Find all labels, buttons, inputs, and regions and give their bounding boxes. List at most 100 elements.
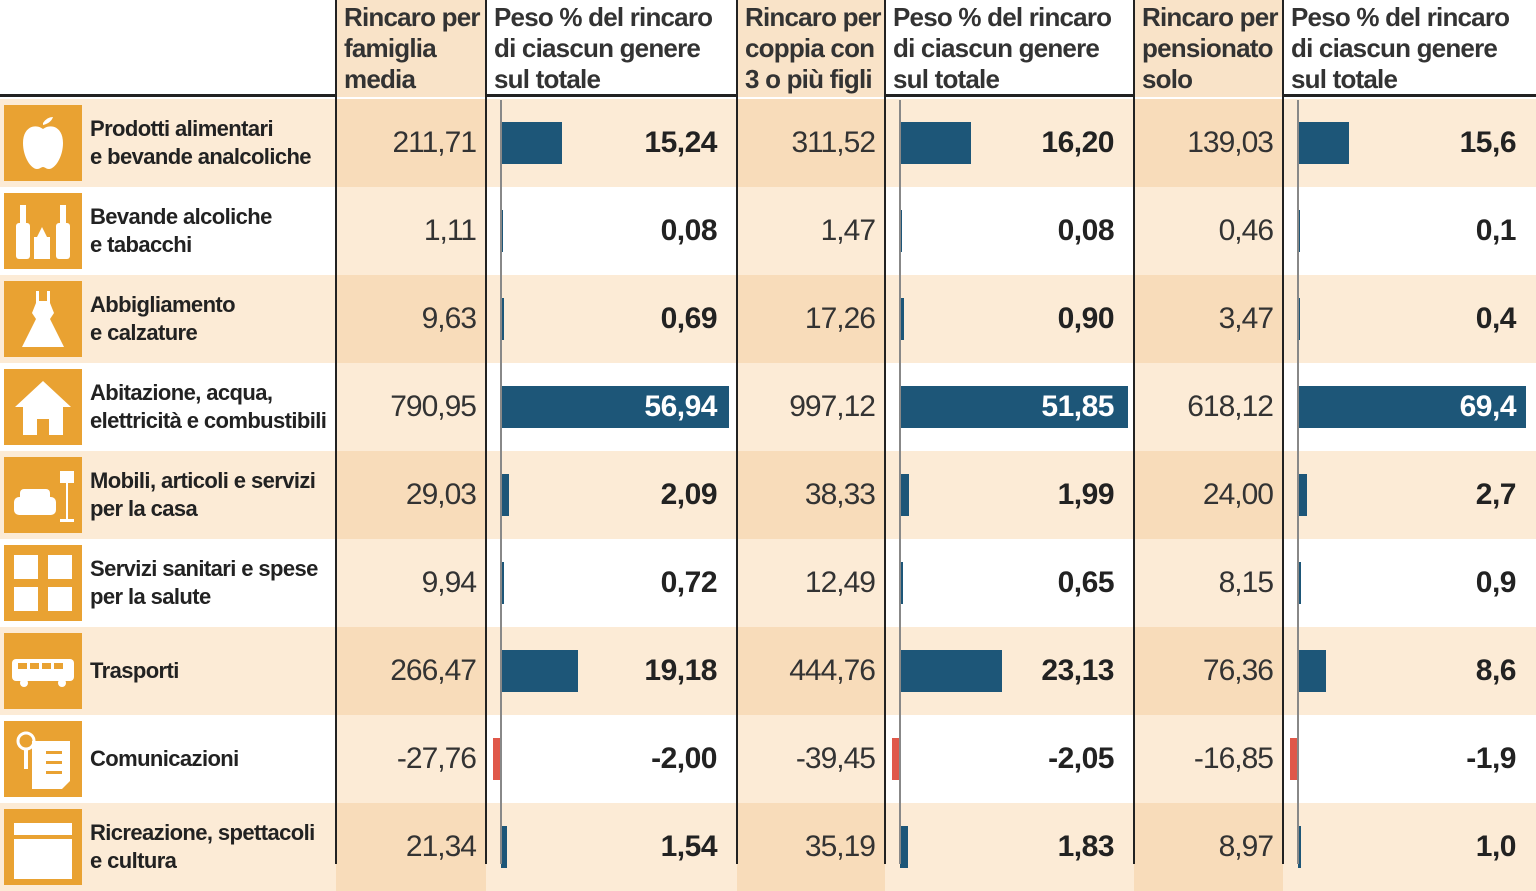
percent-value: 1,0 [1475,830,1517,863]
value-cell: 311,52 [791,126,876,159]
category-label-text: Abbigliamento e calzature [90,292,236,345]
category-label-text: Servizi sanitari e spese per la salute [90,556,318,609]
percent-value: 8,6 [1475,654,1517,687]
sofa-lamp-icon [4,457,82,533]
percent-value: 1,99 [1057,478,1115,511]
dress-icon [4,281,82,357]
bar [1298,650,1327,692]
value-cell-bg [1134,275,1283,363]
percent-value: 0,90 [1057,302,1115,335]
value-cell: 0,46 [1218,214,1274,247]
bar [501,650,578,692]
document-icon [4,721,82,797]
bus-icon [4,633,82,709]
value-cell: 35,19 [804,830,876,863]
table-row: 266,47 19,18 444,76 23,13 76,36 8,6 Trasporti [0,627,1536,715]
bar-axis [500,100,502,864]
percent-value: 0,08 [1057,214,1115,247]
value-cell: 790,95 [390,390,477,423]
value-cell: 12,49 [804,566,876,599]
column-header: Rincaro per famiglia media [336,0,486,97]
bar [900,650,1002,692]
bar [900,210,902,252]
bar [900,122,972,164]
category-label-text: Trasporti [90,658,179,683]
value-cell-bg [737,275,885,363]
percent-value: 15,24 [644,126,717,159]
percent-value: 51,85 [1041,390,1114,423]
column-header: Peso % del rincaro di ciascun genere sul… [893,2,1112,94]
value-cell-bg [336,99,486,187]
clapperboard-icon [4,809,82,885]
house-icon [4,369,82,445]
value-cell: 9,94 [421,566,477,599]
value-cell: 38,33 [804,478,876,511]
value-cell-bg [336,715,486,803]
value-cell-bg [737,99,885,187]
category-label: Ricreazione, spettacoli e cultura [90,803,335,891]
percent-value: 23,13 [1041,654,1114,687]
category-label: Abbigliamento e calzature [90,275,335,363]
value-cell: 266,47 [390,654,477,687]
value-cell-bg [1134,539,1283,627]
percent-value: 0,1 [1475,214,1517,247]
bar [900,298,904,340]
category-label: Servizi sanitari e spese per la salute [90,539,335,627]
table-row: 9,63 0,69 17,26 0,90 3,47 0,4 Abbigliamento e … [0,275,1536,363]
percent-value: 1,54 [660,830,718,863]
percent-value: 15,6 [1459,126,1517,159]
bar [493,738,501,780]
value-cell-bg [1134,187,1283,275]
column-divider [1282,0,1284,864]
bar [501,298,504,340]
medical-cross-icon [4,545,82,621]
bar-axis [1297,100,1299,864]
category-label: Bevande alcoliche e tabacchi [90,187,335,275]
bar [1298,562,1301,604]
value-cell-bg [737,627,885,715]
category-label: Comunicazioni [90,715,335,803]
category-label: Abitazione, acqua, elettricità e combust… [90,363,335,451]
bar [892,738,900,780]
percent-value: 2,7 [1475,478,1517,511]
value-cell-bg [336,539,486,627]
table-row: 790,95 56,94 997,12 51,85 618,12 69,4 Abitazio… [0,363,1536,451]
value-cell: 8,15 [1218,566,1274,599]
table-row: 29,03 2,09 38,33 1,99 24,00 2,7 Mobili, artico… [0,451,1536,539]
bar [1298,122,1350,164]
percent-value: 0,69 [660,302,718,335]
value-cell-bg [336,627,486,715]
column-header: Rincaro per coppia con 3 o più figli [737,0,885,97]
value-cell: 17,26 [804,302,876,335]
value-cell: 1,11 [423,214,477,247]
table-row: 211,71 15,24 311,52 16,20 139,03 15,6 Prodotti… [0,99,1536,187]
value-cell: 8,97 [1218,830,1274,863]
table-row: 1,11 0,08 1,47 0,08 0,46 0,1 Bevande alcoliche… [0,187,1536,275]
category-label-text: Abitazione, acqua, elettricità e combust… [90,380,327,433]
column-divider [736,0,738,864]
value-cell: 21,34 [405,830,477,863]
value-cell: 444,76 [789,654,876,687]
category-label: Mobili, articoli e servizi per la casa [90,451,335,539]
percent-value: -1,9 [1466,742,1516,775]
percent-value: 0,72 [660,566,718,599]
column-header: Peso % del rincaro di ciascun genere sul… [1291,2,1510,94]
value-cell: 618,12 [1187,390,1274,423]
category-label: Prodotti alimentari e bevande analcolich… [90,99,335,187]
category-label: Trasporti [90,627,335,715]
column-divider [485,0,487,864]
percent-value: -2,00 [651,742,717,775]
value-cell-bg [336,275,486,363]
category-label-text: Ricreazione, spettacoli e cultura [90,820,315,873]
table-row: 21,34 1,54 35,19 1,83 8,97 1,0 Ricreazione, sp… [0,803,1536,891]
value-cell: 211,71 [392,126,477,159]
value-cell-bg [336,451,486,539]
value-cell: -39,45 [795,742,876,775]
table-row: -27,76 -2,00 -39,45 -2,05 -16,85 -1,9 Comunica… [0,715,1536,803]
value-cell-bg [336,187,486,275]
table-row: 9,94 0,72 12,49 0,65 8,15 0,9 Servizi sanitari… [0,539,1536,627]
value-cell-bg [1134,715,1283,803]
bottles-icon [4,193,82,269]
percent-value: 0,4 [1475,302,1517,335]
